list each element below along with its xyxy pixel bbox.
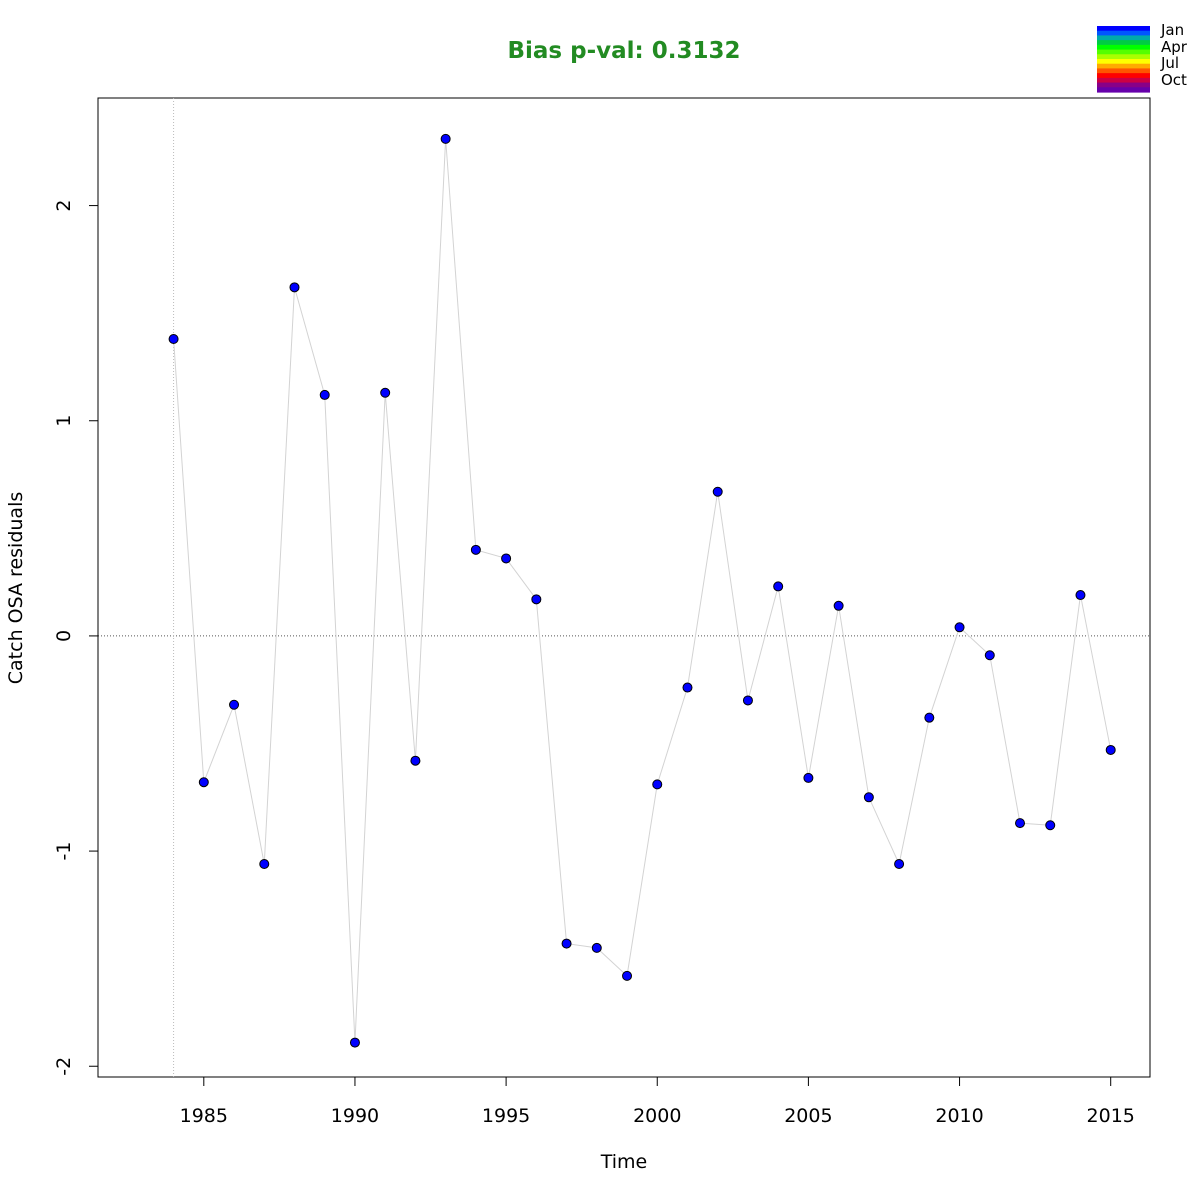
data-point [712,486,723,497]
data-point [501,553,512,564]
data-point [380,387,391,398]
x-tick-label: 2005 [784,1105,832,1127]
data-point [652,779,663,790]
legend-swatch [1097,40,1150,46]
x-tick-label: 1990 [331,1105,379,1127]
x-tick-label: 2015 [1087,1105,1135,1127]
data-point [894,858,905,869]
data-point [470,544,481,555]
data-point [863,792,874,803]
data-point [198,777,209,788]
legend-label: Jul [1160,54,1179,72]
legend-swatch [1097,82,1150,88]
legend-label: Apr [1161,38,1188,56]
x-tick-label: 1995 [482,1105,530,1127]
data-point [168,333,179,344]
data-point [349,1037,360,1048]
legend-swatch [1097,30,1150,37]
x-tick-label: 2000 [633,1105,681,1127]
data-point [561,938,572,949]
data-point [742,695,753,706]
y-tick-label: 2 [53,200,75,212]
x-axis: 1985 1990 1995 2000 2005 2010 2015 [180,1076,1135,1127]
y-tick-label: -1 [53,842,75,861]
data-point [591,942,602,953]
data-point [259,858,270,869]
data-point [440,133,451,144]
legend-swatch [1097,73,1150,79]
data-point [682,682,693,693]
data-point [1045,820,1056,831]
legend-swatch [1097,59,1150,65]
x-tick-label: 1985 [180,1105,228,1127]
legend-swatch [1097,26,1150,32]
data-point [833,600,844,611]
data-point [1075,590,1086,601]
legend-label: Jan [1160,21,1184,39]
connector-lines [173,138,1112,1043]
data-point [531,594,542,605]
chart-title: Bias p-val: 0.3132 [508,38,741,64]
y-tick-label: 1 [53,415,75,427]
legend-swatch [1097,35,1150,41]
legend-swatch [1097,54,1150,60]
data-point [410,755,421,766]
data-point [803,772,814,783]
legend-swatch [1097,68,1150,74]
data-point [229,699,240,710]
data-point [773,581,784,592]
data-point [1015,818,1026,829]
x-tick-label: 2010 [935,1105,983,1127]
legend-swatch [1097,77,1150,84]
legend-swatch [1097,49,1150,55]
legend-swatch [1097,87,1150,93]
y-tick-label: 0 [53,630,75,642]
series-line [173,138,1112,1043]
legend-swatch [1097,44,1150,51]
legend-swatch [1097,63,1150,70]
data-point [984,650,995,661]
data-point [622,970,633,981]
data-point [1105,744,1116,755]
y-tick-label: -2 [53,1057,75,1076]
data-point [319,389,330,400]
data-point [954,622,965,633]
plot-area [97,97,1151,1078]
data-point [924,712,935,723]
x-axis-title: Time [600,1151,648,1173]
reference-lines [98,98,1150,1077]
data-points [168,133,1116,1048]
legend-label: Oct [1161,71,1187,89]
y-axis: -2 -1 0 1 2 [53,200,99,1076]
data-point [289,282,300,293]
y-axis-title: Catch OSA residuals [5,492,27,684]
